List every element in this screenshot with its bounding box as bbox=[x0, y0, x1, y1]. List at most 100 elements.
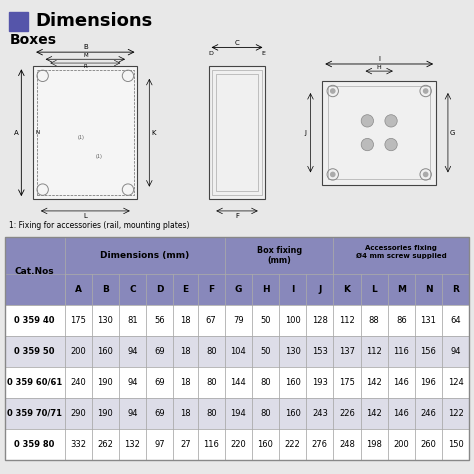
Bar bbox=[5, 367, 64, 398]
Text: 248: 248 bbox=[339, 440, 355, 449]
Text: M: M bbox=[83, 54, 88, 58]
Bar bbox=[119, 398, 146, 429]
Text: 290: 290 bbox=[70, 409, 86, 418]
Bar bbox=[306, 429, 333, 460]
Bar bbox=[173, 336, 198, 367]
Bar bbox=[361, 429, 388, 460]
Text: 200: 200 bbox=[70, 347, 86, 356]
Bar bbox=[306, 305, 333, 336]
Text: 116: 116 bbox=[203, 440, 219, 449]
Text: 146: 146 bbox=[393, 409, 409, 418]
Text: Accessories fixing: Accessories fixing bbox=[365, 246, 438, 251]
Text: 116: 116 bbox=[393, 347, 409, 356]
Text: Cat.Nos: Cat.Nos bbox=[15, 266, 55, 275]
Text: 130: 130 bbox=[285, 347, 301, 356]
Bar bbox=[146, 305, 173, 336]
Text: 194: 194 bbox=[230, 409, 246, 418]
Bar bbox=[415, 429, 442, 460]
Text: D: D bbox=[209, 51, 213, 55]
Bar bbox=[252, 336, 279, 367]
Bar bbox=[64, 429, 91, 460]
Text: 56: 56 bbox=[154, 316, 165, 325]
Bar bbox=[442, 429, 469, 460]
Bar bbox=[91, 367, 119, 398]
Bar bbox=[209, 66, 265, 199]
Bar bbox=[225, 274, 252, 305]
Text: 80: 80 bbox=[206, 347, 217, 356]
Text: 137: 137 bbox=[339, 347, 355, 356]
Text: 144: 144 bbox=[230, 378, 246, 387]
Text: J: J bbox=[305, 130, 307, 136]
Text: C: C bbox=[129, 285, 136, 294]
Text: 131: 131 bbox=[420, 316, 437, 325]
Text: 94: 94 bbox=[450, 347, 461, 356]
Bar bbox=[91, 305, 119, 336]
Circle shape bbox=[330, 172, 336, 177]
Bar bbox=[225, 237, 333, 274]
Text: 142: 142 bbox=[366, 409, 382, 418]
Bar bbox=[212, 70, 262, 195]
Bar bbox=[225, 367, 252, 398]
Text: 69: 69 bbox=[154, 378, 165, 387]
Bar bbox=[252, 367, 279, 398]
Text: 69: 69 bbox=[154, 409, 165, 418]
Bar bbox=[225, 398, 252, 429]
Bar bbox=[361, 398, 388, 429]
Text: 0 359 50: 0 359 50 bbox=[14, 347, 55, 356]
Bar bbox=[5, 305, 64, 336]
Text: K: K bbox=[152, 130, 156, 136]
Text: H: H bbox=[262, 285, 269, 294]
Bar bbox=[9, 12, 28, 31]
Text: Boxes: Boxes bbox=[9, 33, 56, 47]
Text: 27: 27 bbox=[180, 440, 191, 449]
Text: Dimensions: Dimensions bbox=[36, 12, 153, 30]
Text: 175: 175 bbox=[339, 378, 355, 387]
Bar bbox=[5, 398, 64, 429]
Text: 262: 262 bbox=[97, 440, 113, 449]
Bar bbox=[361, 305, 388, 336]
Bar bbox=[388, 429, 415, 460]
Text: 243: 243 bbox=[312, 409, 328, 418]
Text: 69: 69 bbox=[154, 347, 165, 356]
Bar bbox=[198, 305, 225, 336]
Text: 0 359 40: 0 359 40 bbox=[14, 316, 55, 325]
Text: J: J bbox=[318, 285, 321, 294]
Bar bbox=[91, 274, 119, 305]
Text: A: A bbox=[14, 130, 19, 136]
Text: 130: 130 bbox=[97, 316, 113, 325]
Bar bbox=[64, 336, 91, 367]
Text: E: E bbox=[261, 51, 265, 55]
Text: 0 359 80: 0 359 80 bbox=[14, 440, 55, 449]
Bar bbox=[333, 429, 361, 460]
Text: 200: 200 bbox=[393, 440, 409, 449]
Text: A: A bbox=[74, 285, 82, 294]
Bar bbox=[173, 398, 198, 429]
Text: 332: 332 bbox=[70, 440, 86, 449]
Bar bbox=[415, 336, 442, 367]
Bar bbox=[64, 274, 91, 305]
Text: 0 359 60/61: 0 359 60/61 bbox=[7, 378, 62, 387]
Bar bbox=[119, 367, 146, 398]
Bar bbox=[64, 305, 91, 336]
Bar bbox=[388, 367, 415, 398]
Text: 94: 94 bbox=[127, 409, 137, 418]
Text: 122: 122 bbox=[448, 409, 464, 418]
Bar bbox=[388, 398, 415, 429]
Circle shape bbox=[361, 138, 374, 151]
Bar bbox=[5, 429, 64, 460]
Bar bbox=[388, 274, 415, 305]
Bar bbox=[252, 429, 279, 460]
Bar bbox=[252, 274, 279, 305]
Bar bbox=[388, 336, 415, 367]
Bar bbox=[119, 336, 146, 367]
Text: B: B bbox=[102, 285, 109, 294]
Circle shape bbox=[361, 115, 374, 127]
Text: 1: Fixing for accessories (rail, mounting plates): 1: Fixing for accessories (rail, mountin… bbox=[9, 221, 190, 229]
Bar bbox=[322, 81, 436, 185]
Bar bbox=[225, 429, 252, 460]
Bar bbox=[279, 336, 306, 367]
Bar bbox=[333, 336, 361, 367]
Bar bbox=[442, 336, 469, 367]
Text: 86: 86 bbox=[396, 316, 407, 325]
Bar bbox=[146, 367, 173, 398]
